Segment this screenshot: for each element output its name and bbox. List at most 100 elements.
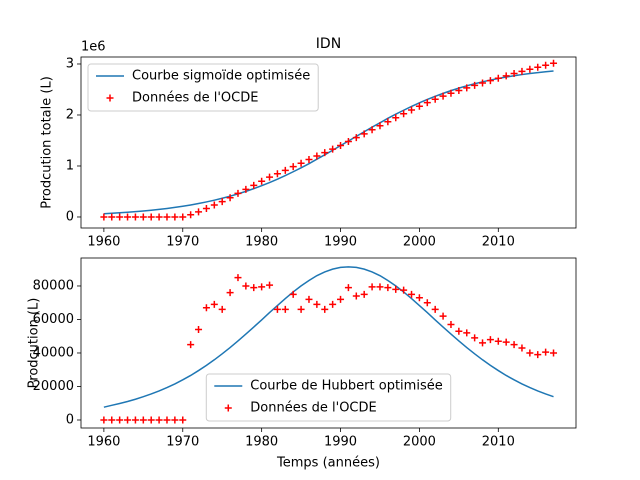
data-point <box>494 337 502 345</box>
data-point <box>202 205 210 213</box>
data-point <box>400 110 408 118</box>
data-point <box>360 290 368 298</box>
data-point <box>147 416 155 424</box>
data-point <box>376 283 384 291</box>
data-point <box>242 185 250 193</box>
data-point <box>510 70 518 78</box>
y-axis-label: Prodcution (L) <box>27 298 42 389</box>
data-point <box>384 284 392 292</box>
data-point <box>408 106 416 114</box>
data-point <box>226 194 234 202</box>
data-point <box>455 327 463 335</box>
data-point <box>297 305 305 313</box>
fit-curve <box>103 70 554 215</box>
data-point <box>423 299 431 307</box>
data-point <box>392 114 400 122</box>
data-point <box>344 137 352 145</box>
data-point <box>171 416 179 424</box>
data-point <box>368 283 376 291</box>
data-point <box>100 416 108 424</box>
data-point <box>163 416 171 424</box>
data-point <box>471 81 479 89</box>
data-point <box>463 329 471 337</box>
data-point <box>329 145 337 153</box>
data-point <box>494 74 502 82</box>
data-point <box>131 416 139 424</box>
data-point <box>313 152 321 160</box>
legend: Courbe de Hubbert optimisée Données de l'… <box>205 373 452 422</box>
data-point <box>210 201 218 209</box>
data-point <box>218 198 226 206</box>
fit-curve <box>103 266 554 408</box>
y-tick-label: 0 <box>66 209 74 224</box>
data-point <box>242 282 250 290</box>
legend-label: Données de l'OCDE <box>250 401 376 416</box>
data-point <box>187 341 195 349</box>
legend-label: Données de l'OCDE <box>132 91 258 106</box>
data-point <box>337 295 345 303</box>
data-point <box>202 304 210 312</box>
data-point <box>305 156 313 164</box>
data-point <box>131 213 139 221</box>
data-point <box>258 283 266 291</box>
data-point <box>124 416 132 424</box>
x-tick-label: 1970 <box>166 235 199 250</box>
data-point <box>289 290 297 298</box>
axes-frame <box>80 257 577 429</box>
data-point <box>415 102 423 110</box>
y-tick-label: 2 <box>66 107 74 122</box>
data-point <box>218 305 226 313</box>
data-point <box>463 84 471 92</box>
x-tick-label: 1990 <box>324 235 357 250</box>
x-axis-label: Temps (années) <box>276 456 380 471</box>
x-tick-label: 1990 <box>324 435 357 450</box>
data-point <box>344 284 352 292</box>
data-point <box>155 213 163 221</box>
data-point <box>439 312 447 320</box>
data-point <box>195 208 203 216</box>
data-point <box>447 321 455 329</box>
data-point <box>542 348 550 356</box>
data-point <box>321 305 329 313</box>
legend-label: Courbe sigmoïde optimisée <box>132 69 310 84</box>
data-point <box>305 295 313 303</box>
data-point <box>234 274 242 282</box>
y-tick-label: 80000 <box>33 278 74 293</box>
data-point <box>329 300 337 308</box>
legend-box <box>87 63 319 112</box>
data-point <box>384 118 392 126</box>
data-point <box>195 326 203 334</box>
x-tick-label: 1960 <box>87 235 120 250</box>
data-point <box>455 87 463 95</box>
data-point <box>526 349 534 357</box>
y-axis-label: Prodcution totale (L) <box>40 76 55 209</box>
x-tick-label: 2000 <box>403 435 436 450</box>
data-point <box>210 300 218 308</box>
data-point <box>423 99 431 107</box>
data-point <box>321 149 329 157</box>
data-point <box>155 416 163 424</box>
data-point <box>187 211 195 219</box>
data-point <box>171 213 179 221</box>
data-point <box>352 292 360 300</box>
y-tick-label: 1 <box>66 158 74 173</box>
data-point <box>297 159 305 167</box>
data-point <box>415 294 423 302</box>
data-point <box>502 72 510 80</box>
y-tick-label: 60000 <box>33 312 74 327</box>
data-point <box>447 89 455 97</box>
data-point <box>550 59 558 67</box>
legend-label: Courbe de Hubbert optimisée <box>250 379 442 394</box>
subplot: IDN 1e6 Prodcution totale (L) 1960 1970 1980 1… <box>40 36 577 250</box>
data-point <box>116 213 124 221</box>
legend-box <box>205 373 452 422</box>
data-point <box>273 305 281 313</box>
data-point <box>234 189 242 197</box>
data-point <box>431 305 439 313</box>
data-point <box>163 213 171 221</box>
data-point <box>108 416 116 424</box>
data-point <box>124 213 132 221</box>
data-point <box>408 290 416 298</box>
data-point <box>431 95 439 103</box>
data-point <box>100 213 108 221</box>
